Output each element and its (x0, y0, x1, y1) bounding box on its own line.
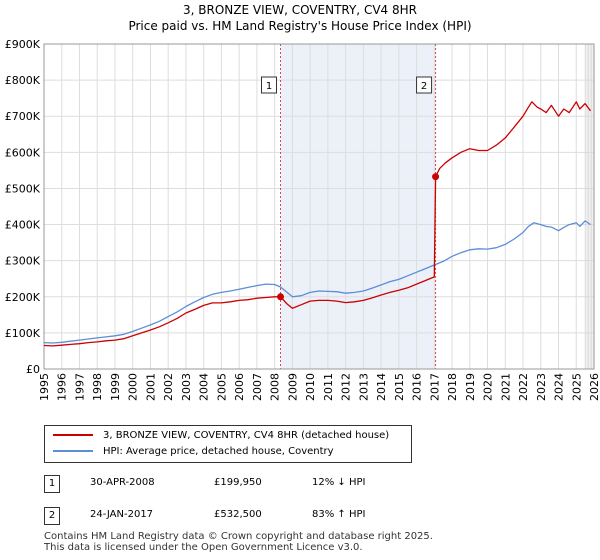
y-tick-label: £500K (5, 182, 41, 195)
legend-item-hpi: HPI: Average price, detached house, Cove… (53, 445, 334, 459)
x-tick-label: 1998 (91, 373, 104, 401)
x-tick-label: 2006 (233, 373, 246, 401)
y-tick-label: £300K (5, 255, 41, 268)
footer-copyright: Contains HM Land Registry data © Crown c… (44, 531, 433, 542)
legend-label-property: 3, BRONZE VIEW, COVENTRY, CV4 8HR (detac… (103, 430, 390, 441)
y-tick-label: £100K (5, 327, 41, 340)
y-tick-label: £200K (5, 291, 41, 304)
x-tick-label: 2021 (499, 373, 512, 401)
x-tick-label: 2012 (340, 373, 353, 401)
x-tick-label: 2005 (215, 373, 228, 401)
footer-licence: This data is licensed under the Open Gov… (44, 542, 363, 553)
x-tick-label: 2004 (198, 373, 211, 401)
transaction-price: £532,500 (214, 509, 262, 520)
y-tick-label: £700K (5, 110, 41, 123)
x-tick-label: 2023 (535, 373, 548, 401)
x-tick-label: 2016 (411, 373, 424, 401)
x-tick-label: 2020 (482, 373, 495, 401)
x-tick-label: 2010 (304, 373, 317, 401)
legend-swatch-hpi (53, 450, 93, 452)
x-tick-label: 2007 (251, 373, 264, 401)
legend-swatch-property (53, 434, 93, 436)
x-tick-label: 2025 (570, 373, 583, 401)
x-tick-label: 2014 (375, 373, 388, 401)
x-tick-label: 2009 (286, 373, 299, 401)
plot-frame (43, 43, 595, 370)
annotation-label: 1 (266, 81, 272, 92)
x-tick-label: 1999 (109, 373, 122, 401)
annotation-label: 2 (421, 81, 427, 92)
y-tick-label: £900K (5, 38, 41, 51)
series-line-hpi (43, 220, 591, 344)
ownership-shade (280, 44, 436, 369)
x-tick-label: 2015 (393, 373, 406, 401)
transaction-badge: 2 (44, 507, 60, 525)
x-tick-label: 2017 (428, 373, 441, 401)
x-tick-label: 2003 (180, 373, 193, 401)
legend-label-hpi: HPI: Average price, detached house, Cove… (103, 446, 334, 457)
price-chart: £0 £100K £200K £300K £400K £500K £600K £700K £80… (5, 38, 600, 401)
transaction-badge: 1 (44, 475, 60, 493)
x-tick-label: 2013 (357, 373, 370, 401)
x-tick-label: 2011 (322, 373, 335, 401)
x-tick-label: 2024 (553, 373, 566, 401)
x-tick-label: 1996 (56, 373, 69, 401)
x-tick-label: 2018 (446, 373, 459, 401)
y-tick-label: £600K (5, 146, 41, 159)
y-tick-label: £800K (5, 74, 41, 87)
transaction-price: £199,950 (214, 477, 262, 488)
legend: 3, BRONZE VIEW, COVENTRY, CV4 8HR (detac… (44, 425, 412, 463)
transaction-date: 30-APR-2008 (90, 477, 155, 488)
transaction-point (277, 293, 284, 301)
x-tick-label: 2008 (269, 373, 282, 401)
transaction-point (432, 173, 440, 181)
x-tick-label: 1995 (38, 373, 51, 401)
future-shade (585, 44, 594, 369)
x-tick-label: 2022 (517, 373, 530, 401)
transaction-hpi: 83% ↑ HPI (312, 509, 366, 520)
x-tick-label: 2000 (127, 373, 140, 401)
x-tick-label: 2019 (464, 373, 477, 401)
transaction-date: 24-JAN-2017 (90, 509, 154, 520)
chart-subtitle: Price paid vs. HM Land Registry's House … (128, 19, 472, 33)
chart-title: 3, BRONZE VIEW, COVENTRY, CV4 8HR (183, 3, 417, 17)
transaction-hpi: 12% ↓ HPI (312, 477, 366, 488)
y-tick-label: £0 (26, 363, 40, 376)
x-tick-label: 1997 (73, 373, 86, 401)
x-tick-label: 2002 (162, 373, 175, 401)
x-tick-label: 2001 (144, 373, 157, 401)
legend-item-property: 3, BRONZE VIEW, COVENTRY, CV4 8HR (detac… (53, 429, 389, 443)
series-line-property (43, 101, 592, 347)
y-tick-label: £400K (5, 219, 41, 232)
annotation-box (416, 76, 433, 94)
x-tick-label: 2026 (588, 373, 600, 401)
annotation-box (261, 76, 277, 94)
